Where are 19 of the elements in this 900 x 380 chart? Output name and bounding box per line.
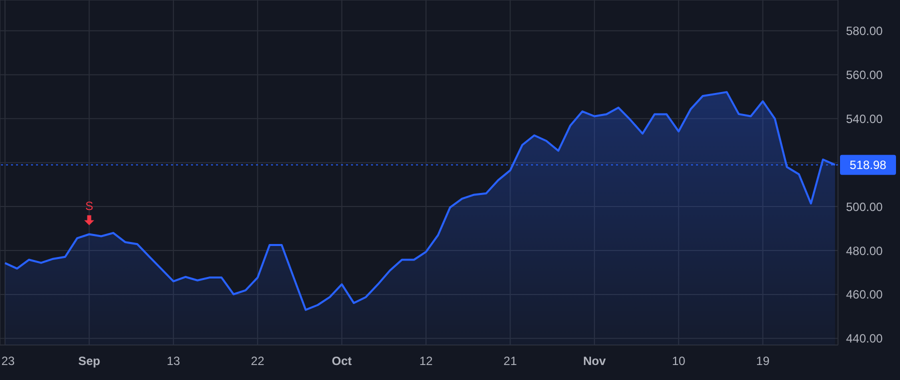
y-tick-label: 460.00 [846,288,884,302]
y-tick-label: 580.00 [846,24,884,38]
x-tick-label: 22 [250,354,265,368]
x-tick-label: 13 [166,354,180,368]
x-tick-label: Oct [332,354,352,368]
y-tick-label: 500.00 [846,200,884,214]
x-tick-label: Nov [583,354,606,368]
y-tick-label: 560.00 [846,68,884,82]
x-tick-label: 23 [1,354,15,368]
y-tick-label: 480.00 [846,244,884,258]
x-tick-label: Sep [78,354,100,368]
x-tick-label: 19 [756,354,770,368]
ref-line-label: 518.98 [850,158,887,172]
y-tick-label: 540.00 [846,112,884,126]
x-tick-label: 12 [419,354,434,368]
annotation: S [85,199,94,214]
x-tick-label: 21 [504,354,518,368]
x-tick-label: 10 [672,354,686,368]
y-tick-label: 440.00 [846,332,884,346]
